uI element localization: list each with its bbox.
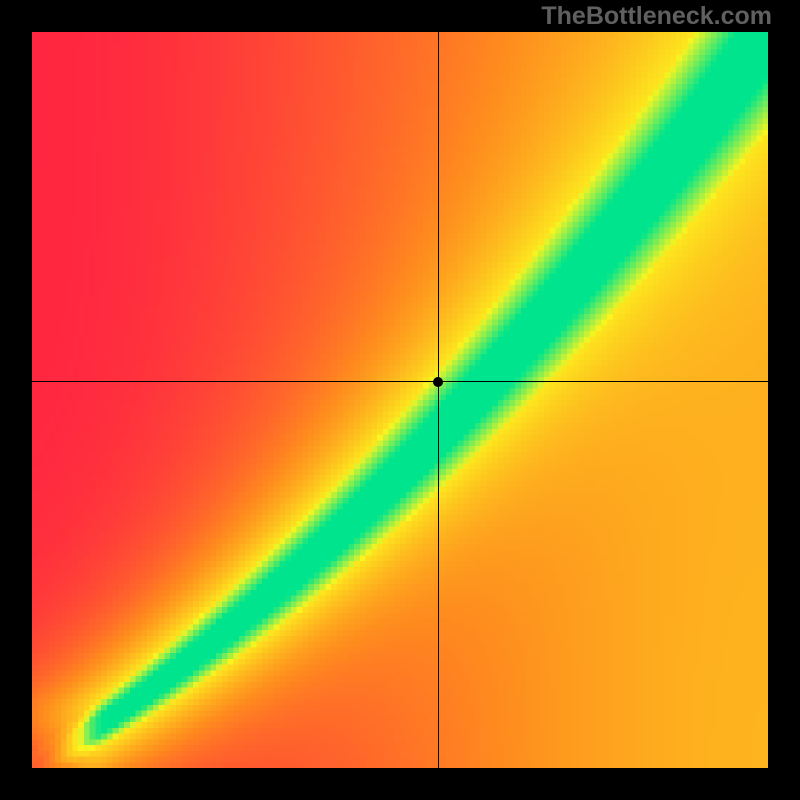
crosshair-marker <box>433 377 443 387</box>
chart-container: TheBottleneck.com <box>0 0 800 800</box>
crosshair-vertical <box>438 32 439 768</box>
bottleneck-heatmap <box>32 32 768 768</box>
watermark-text: TheBottleneck.com <box>541 2 772 31</box>
crosshair-horizontal <box>32 381 768 382</box>
